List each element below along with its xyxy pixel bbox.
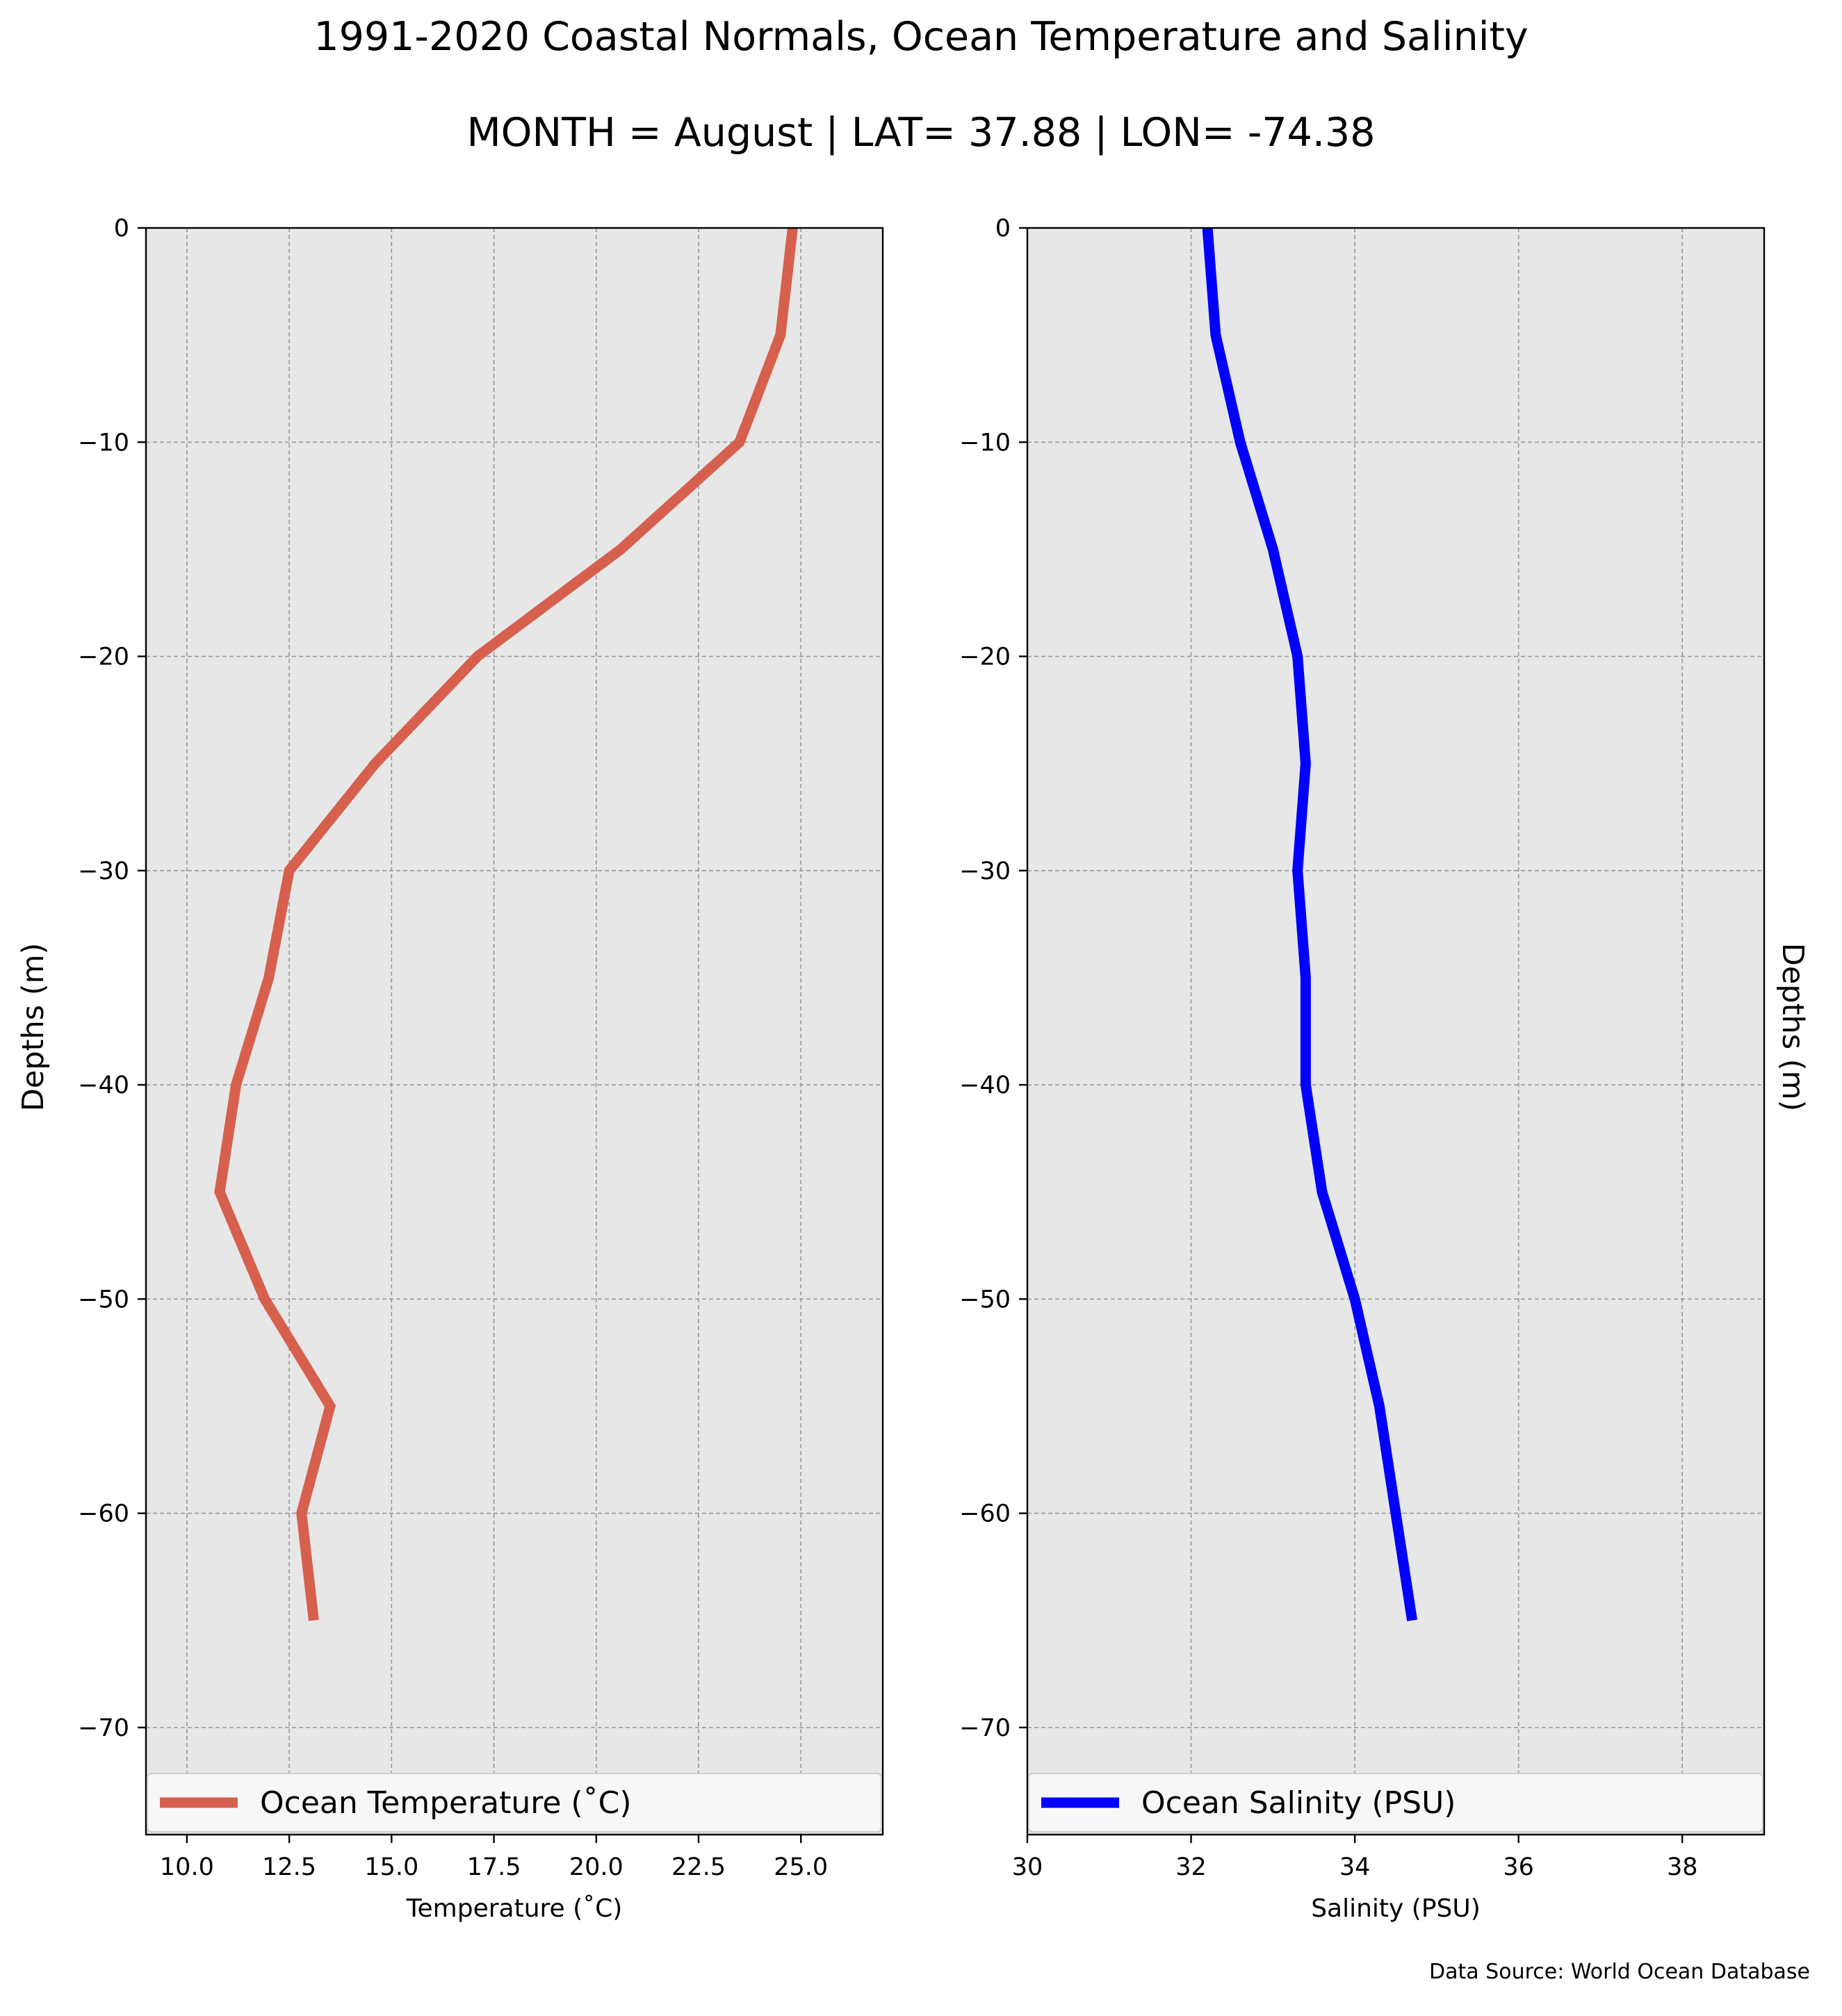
- left-y-axis-label: Depths (m): [16, 943, 51, 1111]
- salinity-xtick-label: 38: [1667, 1853, 1698, 1881]
- chart-title: 1991-2020 Coastal Normals, Ocean Tempera…: [313, 14, 1528, 60]
- salinity-ytick-label: −50: [959, 1286, 1011, 1313]
- temperature-legend-label: Ocean Temperature (˚C): [260, 1785, 632, 1821]
- temperature-ytick-label: −10: [78, 429, 129, 457]
- temperature-ytick-label: −40: [78, 1072, 129, 1099]
- temperature-legend-box: [147, 1773, 882, 1833]
- temperature-ytick-label: −70: [78, 1714, 129, 1742]
- right-y-axis-label: Depths (m): [1775, 943, 1810, 1111]
- temperature-ytick-label: −50: [78, 1286, 129, 1313]
- temperature-xtick-label: 15.0: [364, 1853, 418, 1881]
- salinity-xtick-label: 32: [1175, 1853, 1207, 1881]
- temperature-xtick-label: 10.0: [160, 1853, 214, 1881]
- salinity-xtick-label: 36: [1503, 1853, 1534, 1881]
- salinity-legend-box: [1028, 1773, 1763, 1833]
- salinity-ytick-label: −70: [959, 1714, 1011, 1742]
- temperature-ytick-label: −30: [78, 858, 129, 885]
- salinity-x-axis-label: Salinity (PSU): [1311, 1894, 1481, 1923]
- temperature-xtick-label: 17.5: [467, 1853, 521, 1881]
- temperature-ytick-label: −60: [78, 1500, 129, 1528]
- temperature-xtick-label: 22.5: [671, 1853, 726, 1881]
- salinity-ytick-label: 0: [995, 215, 1011, 243]
- salinity-ytick-label: −20: [959, 644, 1011, 671]
- salinity-plot-area: [1027, 228, 1764, 1835]
- salinity-ytick-label: −60: [959, 1500, 1011, 1528]
- temperature-axes-frame: [145, 227, 884, 1836]
- salinity-ytick-label: −40: [959, 1072, 1011, 1099]
- salinity-xtick-label: 34: [1339, 1853, 1371, 1881]
- salinity-xtick-label: 30: [1012, 1853, 1043, 1881]
- temperature-xtick-label: 20.0: [569, 1853, 623, 1881]
- chart-subtitle: MONTH = August | LAT= 37.88 | LON= -74.3…: [466, 110, 1375, 156]
- temperature-plot-area: [146, 228, 883, 1835]
- temperature-series-line: [214, 227, 798, 1621]
- data-source-note: Data Source: World Ocean Database: [1429, 1960, 1810, 1984]
- salinity-ytick-label: −30: [959, 858, 1011, 885]
- salinity-series-line: [1202, 227, 1418, 1621]
- temperature-xtick-label: 25.0: [774, 1853, 828, 1881]
- temperature-x-axis-label: Temperature (˚C): [406, 1894, 623, 1923]
- temperature-panel: 10.0 12.5 15.0 17.5 20.0 22.5 25.0 0 −10 −20 −30 −4…: [78, 215, 884, 1923]
- temperature-xtick-label: 12.5: [262, 1853, 316, 1881]
- salinity-legend-label: Ocean Salinity (PSU): [1141, 1785, 1456, 1821]
- temperature-ytick-label: −20: [78, 644, 129, 671]
- salinity-panel: 30 32 34 36 38 0 −10 −20 −30 −40 −50 −60 −70 Salinity…: [959, 215, 1766, 1923]
- salinity-axes-frame: [1026, 227, 1766, 1836]
- temperature-ytick-label: 0: [114, 215, 129, 243]
- salinity-ytick-label: −10: [959, 429, 1011, 457]
